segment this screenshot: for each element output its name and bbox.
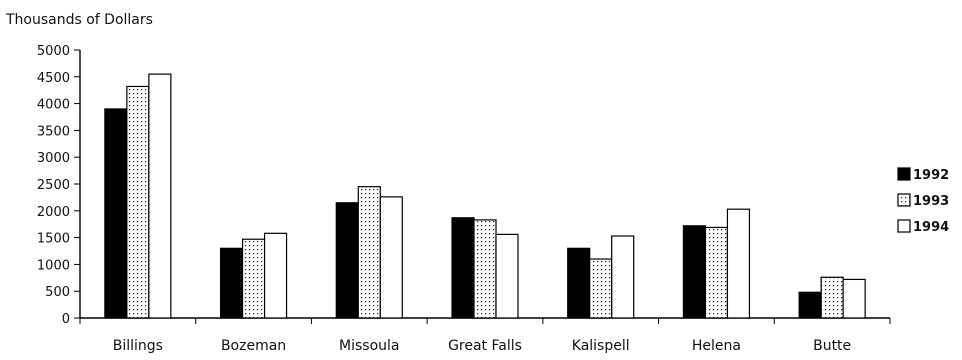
y-tick-label: 4000 (37, 98, 70, 113)
bar-1994-helena (726, 208, 751, 319)
bar-1994-billings (148, 73, 172, 319)
bar-1993-kalispell (589, 258, 613, 319)
bar-1994-missoula (379, 196, 403, 319)
bar-1994-kalispell (611, 235, 635, 319)
bar-1994-butte (842, 278, 866, 319)
bar-1992-kalispell (567, 247, 591, 319)
bar-1992-helena (682, 225, 707, 319)
x-tick-label: Bozeman (221, 338, 286, 354)
bar-1993-great-falls (473, 219, 497, 319)
bar-1993-billings (126, 85, 150, 319)
x-tick-label: Kalispell (572, 338, 630, 354)
y-tick-label: 500 (45, 285, 70, 300)
x-tick-label: Helena (692, 338, 741, 354)
bar-1993-missoula (357, 186, 381, 319)
y-tick-label: 4500 (37, 71, 70, 86)
x-tick-label: Missoula (339, 338, 399, 354)
bar-1992-missoula (335, 202, 359, 319)
y-tick-label: 3500 (37, 124, 70, 139)
bar-1994-great-falls (495, 233, 519, 319)
y-axis-label: Thousands of Dollars (5, 12, 153, 28)
y-tick-label: 3000 (37, 151, 70, 166)
legend-label-1994: 1994 (913, 220, 949, 235)
bar-1992-butte (798, 291, 822, 319)
bar-1993-bozeman (241, 238, 266, 319)
y-tick-label: 1000 (37, 258, 70, 273)
legend-swatch-1992 (897, 167, 911, 181)
x-tick-label: Butte (813, 338, 851, 354)
bar-1992-bozeman (219, 247, 244, 319)
bar-1994-bozeman (263, 232, 288, 319)
x-tick-label: Great Falls (448, 338, 522, 354)
y-tick-label: 2500 (37, 178, 70, 193)
legend-label-1993: 1993 (913, 194, 949, 209)
x-axis: Billings Bozeman Missoula Great Falls Kalisp… (79, 317, 891, 354)
y-tick-label: 5000 (37, 44, 70, 59)
y-tick-label: 0 (62, 312, 70, 327)
legend-label-1992: 1992 (913, 168, 949, 183)
bar-1993-helena (704, 226, 729, 319)
legend-swatch-1993 (897, 193, 911, 207)
legend-swatch-1994 (897, 219, 911, 233)
bar-1992-great-falls (451, 217, 475, 319)
x-tick-label: Billings (113, 338, 163, 354)
y-axis: 0 500 1000 1500 2000 2500 3000 3500 4000 4500 5000 (37, 44, 81, 327)
bar-1992-billings (104, 108, 128, 319)
legend: 1992 1993 1994 (897, 167, 949, 235)
y-tick-label: 2000 (37, 205, 70, 220)
y-tick-label: 1500 (37, 232, 70, 247)
bar-1993-butte (820, 276, 844, 319)
bars (104, 73, 866, 319)
